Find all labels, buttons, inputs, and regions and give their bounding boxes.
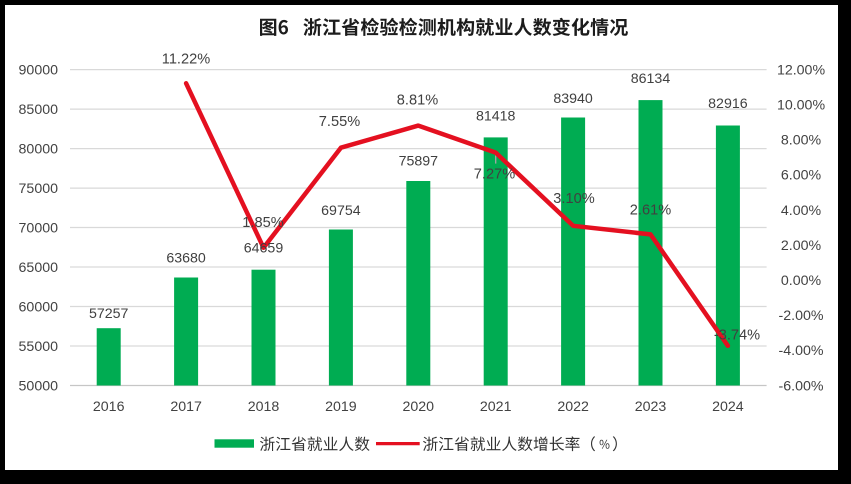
svg-text:10.00%: 10.00%	[777, 98, 826, 114]
svg-text:8.00%: 8.00%	[781, 133, 822, 149]
svg-text:2024: 2024	[712, 399, 744, 415]
svg-text:83940: 83940	[553, 91, 593, 107]
svg-text:2021: 2021	[480, 399, 512, 415]
svg-text:2018: 2018	[248, 399, 280, 415]
svg-text:4.00%: 4.00%	[781, 203, 822, 219]
svg-text:12.00%: 12.00%	[777, 62, 826, 78]
svg-text:2.61%: 2.61%	[630, 203, 671, 219]
svg-text:2016: 2016	[93, 399, 125, 415]
svg-text:3.10%: 3.10%	[553, 191, 594, 207]
svg-text:-2.00%: -2.00%	[779, 308, 824, 324]
svg-text:69754: 69754	[321, 203, 361, 219]
svg-text:8.81%: 8.81%	[397, 93, 438, 109]
svg-text:82916: 82916	[708, 96, 748, 112]
svg-text:81418: 81418	[476, 109, 516, 125]
svg-text:7.55%: 7.55%	[319, 114, 360, 130]
svg-text:75000: 75000	[19, 181, 59, 197]
svg-text:-4.00%: -4.00%	[779, 343, 824, 359]
svg-text:2.00%: 2.00%	[781, 238, 822, 254]
svg-text:57257: 57257	[89, 306, 129, 322]
svg-text:50000: 50000	[19, 378, 59, 394]
svg-text:70000: 70000	[19, 220, 59, 236]
svg-text:0.00%: 0.00%	[781, 273, 822, 289]
svg-text:63680: 63680	[166, 251, 206, 267]
svg-text:2022: 2022	[557, 399, 589, 415]
svg-text:64659: 64659	[244, 241, 284, 257]
svg-text:2020: 2020	[403, 399, 435, 415]
svg-text:65000: 65000	[19, 260, 59, 276]
svg-text:2023: 2023	[635, 399, 667, 415]
svg-text:2017: 2017	[170, 399, 202, 415]
svg-text:80000: 80000	[19, 141, 59, 157]
svg-text:60000: 60000	[19, 299, 59, 315]
svg-text:-3.74%: -3.74%	[714, 327, 760, 343]
svg-text:7.27%: 7.27%	[474, 167, 515, 183]
svg-text:-6.00%: -6.00%	[779, 378, 824, 394]
svg-text:11.22%: 11.22%	[162, 52, 210, 68]
svg-text:90000: 90000	[19, 62, 59, 78]
svg-text:86134: 86134	[631, 71, 671, 87]
svg-text:85000: 85000	[19, 102, 59, 118]
svg-text:75897: 75897	[399, 154, 439, 170]
svg-text:1.85%: 1.85%	[242, 215, 283, 231]
svg-text:55000: 55000	[19, 339, 59, 355]
svg-text:6.00%: 6.00%	[781, 168, 822, 184]
svg-text:2019: 2019	[325, 399, 357, 415]
